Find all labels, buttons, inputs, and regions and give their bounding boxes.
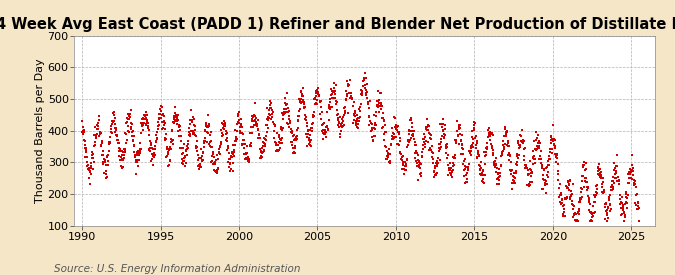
Title: 4 Week Avg East Coast (PADD 1) Refiner and Blender Net Production of Distillate : 4 Week Avg East Coast (PADD 1) Refiner a… xyxy=(0,17,675,32)
Text: Source: U.S. Energy Information Administration: Source: U.S. Energy Information Administ… xyxy=(54,264,300,274)
Y-axis label: Thousand Barrels per Day: Thousand Barrels per Day xyxy=(35,58,45,203)
